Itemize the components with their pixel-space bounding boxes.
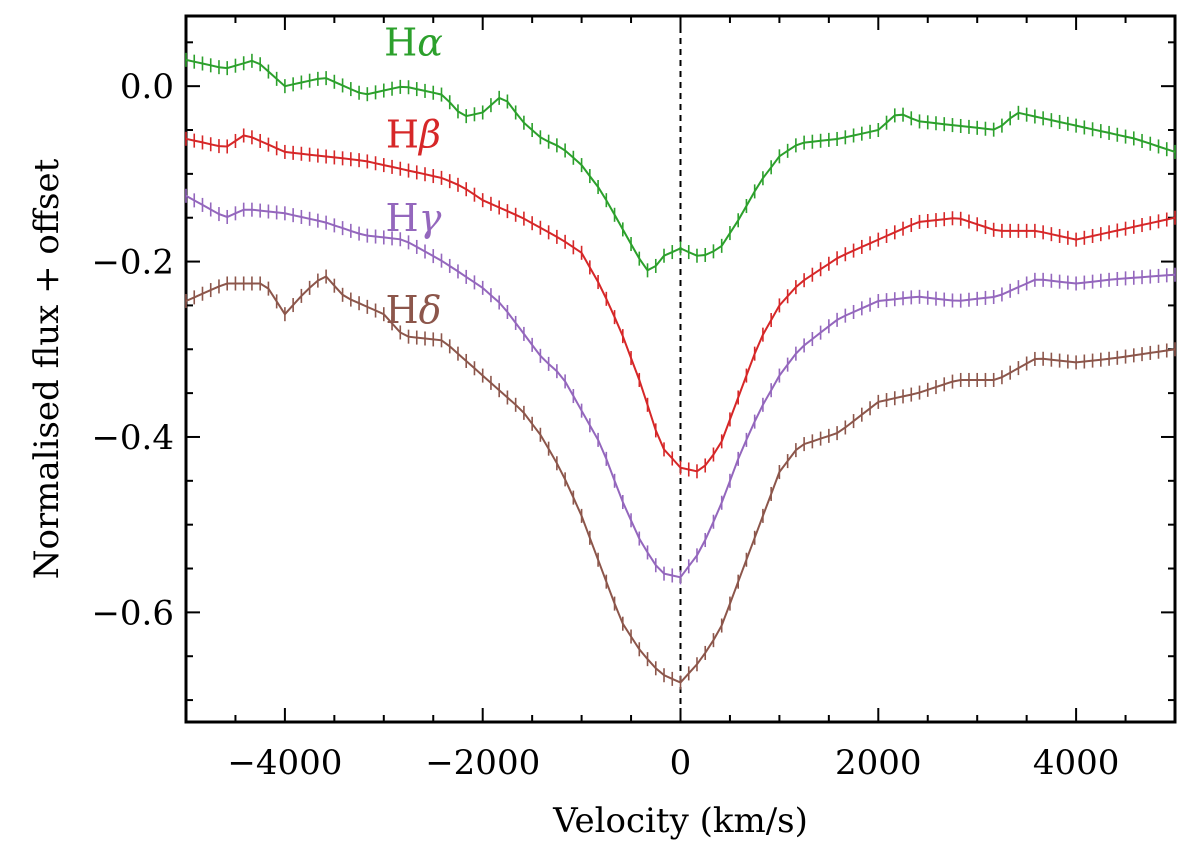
x-tick-label: −2000 xyxy=(425,743,540,783)
series-label: Hδ xyxy=(385,288,441,332)
x-axis-title: Velocity (km/s) xyxy=(552,801,808,841)
x-tick-label: −4000 xyxy=(227,743,342,783)
y-tick-label: −0.2 xyxy=(91,243,174,283)
series-3: Hγ xyxy=(185,188,1176,585)
series-4: Hδ xyxy=(185,269,1176,690)
series-1: Hα xyxy=(185,20,1176,278)
y-axis-title: Normalised flux + offset xyxy=(27,158,67,579)
series-label: Hγ xyxy=(386,196,442,240)
series-group: Hα Hβ Hγ Hδ xyxy=(185,20,1176,690)
series-2: Hβ xyxy=(185,113,1176,479)
tick-labels: −4000 −2000 0 2000 4000 0.0 −0.2 −0.4 −0.6 xyxy=(91,67,1119,783)
x-tick-label: 2000 xyxy=(835,743,922,783)
axis-ticks xyxy=(185,16,1176,722)
y-tick-label: −0.4 xyxy=(91,418,174,458)
x-tick-label: 4000 xyxy=(1033,743,1120,783)
y-tick-label: 0.0 xyxy=(120,67,174,107)
series-label: Hα xyxy=(384,20,443,64)
x-tick-label: 0 xyxy=(670,743,692,783)
series-label: Hβ xyxy=(386,113,441,157)
y-tick-label: −0.6 xyxy=(91,593,174,633)
